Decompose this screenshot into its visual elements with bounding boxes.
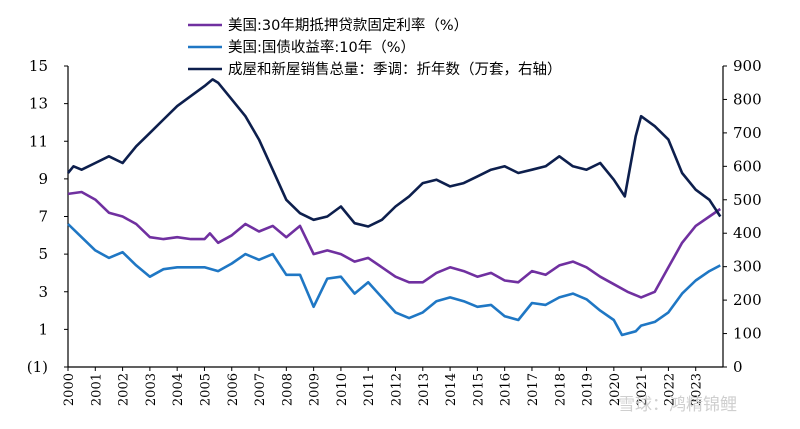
right-tick-label: 300 [733,258,762,276]
legend-label: 美国:国债收益率:10年（%） [228,39,415,56]
x-tick-label: 2015 [471,373,486,406]
x-tick-label: 2022 [662,373,677,406]
left-tick-label: 3 [38,283,48,301]
legend-label: 美国:30年期抵押贷款固定利率（%） [228,17,468,34]
x-tick-label: 2023 [690,373,705,406]
right-tick-label: 500 [733,191,762,209]
watermark-text: 雪球：鸿精锦鲤 [618,395,737,415]
x-tick-label: 2010 [335,373,350,406]
axes: 15131197531(1)90080070060050040030020010… [27,57,762,406]
x-tick-label: 2003 [144,373,159,406]
x-tick-label: 2005 [198,373,213,406]
x-tick-label: 2013 [417,373,432,406]
x-tick-label: 2020 [608,373,623,406]
right-tick-label: 700 [733,124,762,142]
x-tick-label: 2014 [444,373,459,406]
x-tick-label: 2011 [362,373,377,406]
x-tick-label: 2018 [553,373,568,406]
left-tick-label: 1 [38,320,48,338]
x-tick-label: 2006 [226,373,241,406]
right-tick-label: 0 [733,358,743,376]
left-tick-label: 13 [29,95,48,113]
x-tick-label: 2000 [62,373,77,406]
left-tick-label: 7 [38,208,48,226]
right-tick-label: 100 [733,325,762,343]
left-tick-label: (1) [27,358,48,376]
right-tick-label: 600 [733,157,762,175]
x-tick-label: 2012 [390,373,405,406]
left-tick-label: 5 [38,245,48,263]
x-tick-label: 2021 [635,373,650,406]
x-tick-label: 2001 [89,373,104,406]
series-line-1 [67,190,722,299]
series-line-2 [67,223,721,337]
x-tick-label: 2008 [280,373,295,406]
series-lines [66,78,722,337]
x-tick-label: 2019 [581,373,596,406]
left-tick-label: 11 [29,132,48,150]
series-line-3 [66,78,722,228]
right-tick-label: 200 [733,291,762,309]
legend: 美国:30年期抵押贷款固定利率（%） 美国:国债收益率:10年（%） 成屋和新屋销售… [188,17,562,78]
x-tick-label: 2017 [526,373,541,406]
left-tick-label: 9 [38,170,48,188]
right-tick-label: 800 [733,90,762,108]
left-tick-label: 15 [29,57,48,75]
x-tick-label: 2009 [308,373,323,406]
x-tick-label: 2004 [171,373,186,406]
x-tick-label: 2002 [117,373,132,406]
x-tick-label: 2007 [253,373,268,406]
legend-label: 成屋和新屋销售总量：季调：折年数（万套，右轴） [228,61,562,78]
x-tick-label: 2016 [499,373,514,406]
right-tick-label: 400 [733,224,762,242]
right-tick-label: 900 [733,57,762,75]
